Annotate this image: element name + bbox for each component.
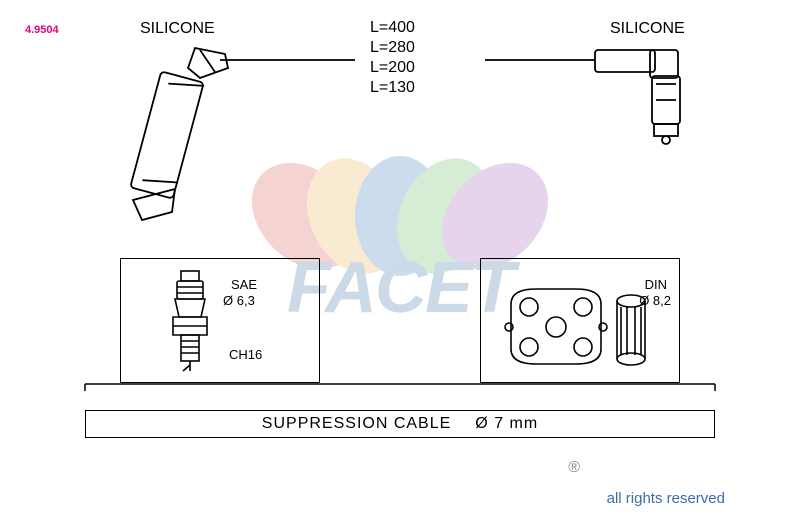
left-box-spec2: Ø 6,3 <box>223 293 255 308</box>
spark-plug-icon <box>121 259 321 384</box>
left-box-spec3: CH16 <box>229 347 262 362</box>
box-baseline <box>0 383 800 403</box>
left-component-box: SAE Ø 6,3 CH16 <box>120 258 320 383</box>
cable-diagram <box>0 0 800 240</box>
suppression-label: SUPPRESSION CABLE <box>262 415 452 433</box>
right-component-box: DIN Ø 8,2 <box>480 258 680 383</box>
right-box-spec2: Ø 8,2 <box>639 293 671 308</box>
suppression-bar: SUPPRESSION CABLE Ø 7 mm <box>85 410 715 438</box>
right-box-spec1: DIN <box>645 277 667 292</box>
suppression-diameter: Ø 7 mm <box>475 415 538 433</box>
rights-text: all rights reserved <box>607 490 725 507</box>
left-box-spec1: SAE <box>231 277 257 292</box>
registered-mark: ® <box>568 459 580 477</box>
